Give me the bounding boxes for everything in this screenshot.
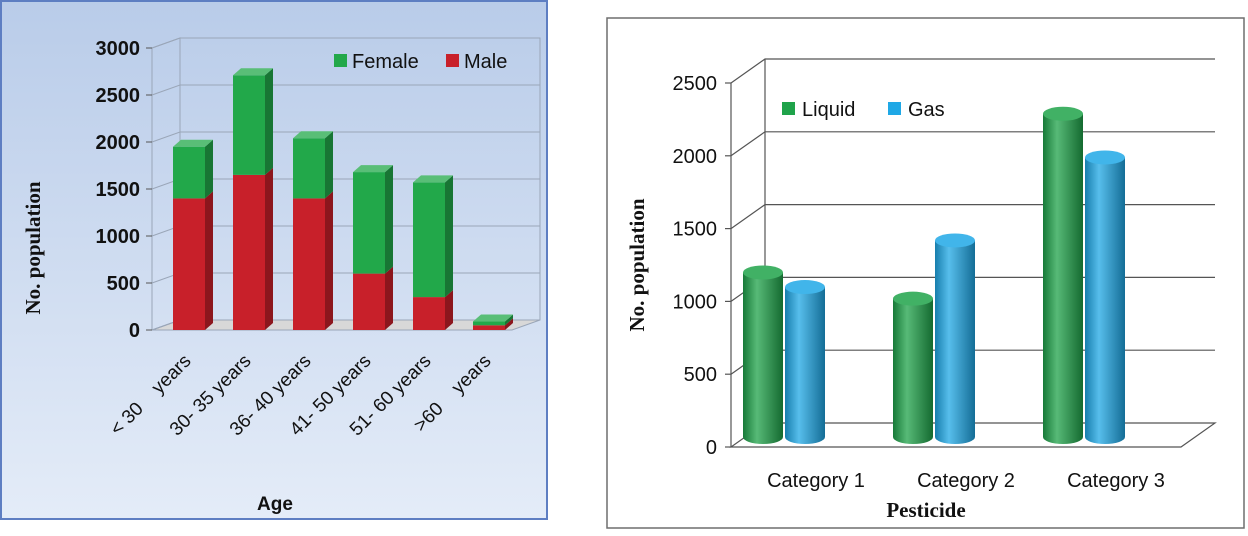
age-bar-male-3 (293, 191, 333, 330)
cylinder-top (935, 233, 975, 248)
age-chart-x-axis-label: Age (257, 494, 293, 515)
bar-front (413, 297, 445, 330)
bar-top (413, 175, 453, 183)
cylinder-body (935, 240, 975, 444)
age-chart-y-tick-label: 3000 (96, 38, 141, 60)
bar-top (293, 131, 333, 139)
bar-front (473, 321, 505, 326)
pesticide-chart: 0 500 1000 1500 2000 2500 Category 1 Category … (606, 17, 1245, 529)
age-bar-female-6 (473, 314, 513, 326)
age-chart-y-tick-label: 2500 (96, 85, 141, 107)
bar-front (173, 146, 205, 199)
bar-side (505, 318, 513, 330)
cylinder-body (785, 287, 825, 444)
age-chart-y-tick-label: 500 (107, 273, 140, 295)
bar-front (353, 172, 385, 274)
legend-label-liquid: Liquid (802, 99, 855, 121)
bar-side (265, 167, 273, 330)
bar-top (473, 314, 513, 322)
age-chart-legend: Female Male (334, 51, 507, 73)
bar-side (385, 266, 393, 330)
pesticide-chart-category-label: Category 3 (1067, 470, 1165, 492)
bar-front (173, 198, 205, 330)
bar-side (505, 314, 513, 326)
pesticide-bar-liquid-1 (743, 265, 783, 444)
cylinder-body (1085, 157, 1125, 444)
pesticide-chart-y-tick-label: 0 (706, 437, 717, 459)
age-bar-female-5 (413, 175, 453, 298)
age-bar-male-1 (173, 191, 213, 330)
age-chart-y-tick-label: 1500 (96, 179, 141, 201)
age-chart-gridline (151, 84, 540, 96)
cylinder-body (743, 272, 783, 444)
pesticide-bar-liquid-3 (1043, 106, 1083, 444)
bar-front (233, 174, 265, 330)
bar-side (325, 191, 333, 330)
pesticide-chart-y-tick-label: 500 (684, 364, 717, 386)
pesticide-bar-gas-2 (935, 233, 975, 444)
cylinder-top (893, 291, 933, 306)
cylinder-body (1043, 113, 1083, 444)
legend-label-female: Female (352, 51, 419, 73)
age-bar-male-5 (413, 290, 453, 330)
pesticide-chart-gridline (730, 58, 1215, 84)
age-bar-female-4 (353, 165, 393, 274)
age-chart-panel: 0 500 1000 1500 2000 2500 3000 < 30 years 30- 3… (0, 0, 552, 522)
pesticide-chart-y-axis-label: No. population (625, 198, 649, 331)
age-bar-male-4 (353, 266, 393, 330)
bar-side (325, 131, 333, 199)
pesticide-chart-y-tick-label: 2500 (673, 73, 718, 95)
bar-front (293, 198, 325, 330)
pesticide-chart-y-tick-label: 1500 (673, 219, 718, 241)
pesticide-chart-legend: Liquid Gas (782, 99, 945, 121)
bar-side (205, 139, 213, 199)
age-chart-background (0, 0, 548, 520)
age-bar-male-6 (473, 318, 513, 330)
bar-front (233, 75, 265, 175)
bar-front (473, 325, 505, 330)
cylinder-body (893, 298, 933, 444)
age-chart-y-tick-label: 0 (129, 320, 140, 342)
bar-front (353, 273, 385, 330)
pesticide-bar-gas-1 (785, 280, 825, 444)
pesticide-chart-x-axis-label: Pesticide (886, 498, 965, 522)
cylinder-top (1043, 106, 1083, 121)
pesticide-chart-y-tick-label: 1000 (673, 291, 718, 313)
age-chart-y-axis-label: No. population (21, 181, 45, 314)
pesticide-chart-category-label: Category 1 (767, 470, 865, 492)
legend-label-gas: Gas (908, 99, 945, 121)
age-chart-gridline (151, 131, 540, 143)
legend-swatch-gas (888, 102, 901, 115)
pesticide-chart-panel: 0 500 1000 1500 2000 2500 Category 1 Category … (606, 17, 1248, 531)
pesticide-chart-category-label: Category 2 (917, 470, 1015, 492)
pesticide-bar-gas-3 (1085, 150, 1125, 444)
bar-side (385, 165, 393, 274)
age-bar-female-2 (233, 68, 273, 175)
cylinder-top (743, 265, 783, 280)
legend-swatch-liquid (782, 102, 795, 115)
bar-top (353, 165, 393, 173)
pesticide-bar-liquid-2 (893, 291, 933, 444)
bar-top (233, 68, 273, 76)
bar-front (293, 138, 325, 199)
bar-side (445, 175, 453, 298)
legend-swatch-male (446, 54, 459, 67)
age-chart-gridline (151, 37, 540, 49)
age-bar-female-3 (293, 131, 333, 199)
cylinder-top (1085, 150, 1125, 165)
bar-side (205, 191, 213, 330)
bar-front (413, 182, 445, 298)
legend-label-male: Male (464, 51, 507, 73)
bar-side (445, 290, 453, 330)
bar-side (265, 68, 273, 175)
age-chart-y-tick-label: 1000 (96, 226, 141, 248)
bar-top (173, 139, 213, 147)
legend-swatch-female (334, 54, 347, 67)
age-bar-male-2 (233, 167, 273, 330)
age-bar-female-1 (173, 139, 213, 199)
cylinder-top (785, 280, 825, 295)
pesticide-chart-y-tick-label: 2000 (673, 146, 718, 168)
age-chart-y-tick-label: 2000 (96, 132, 141, 154)
